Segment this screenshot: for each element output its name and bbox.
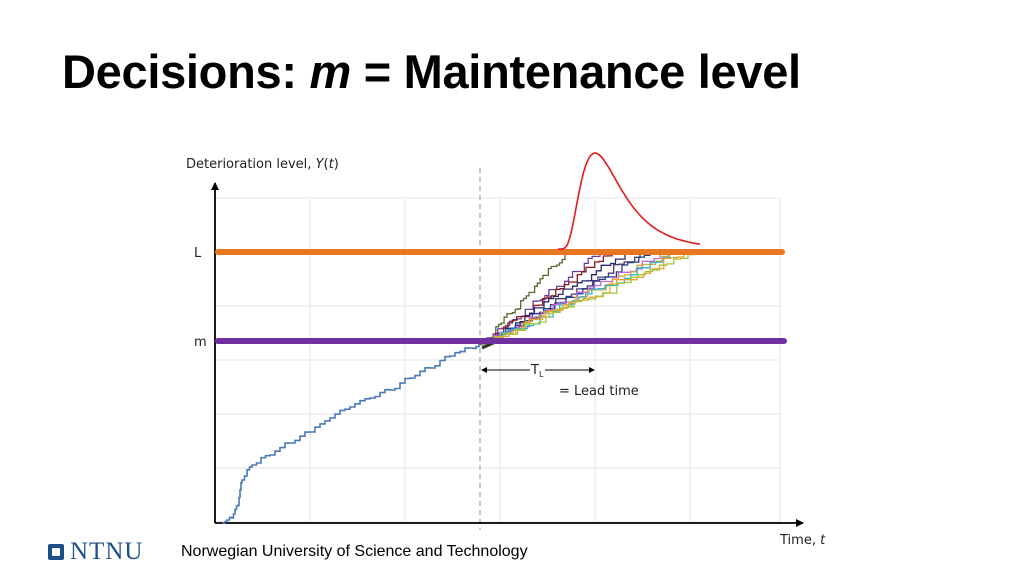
title-variable-m: m — [309, 45, 351, 98]
title-prefix: Decisions: — [62, 45, 310, 98]
grid — [214, 197, 781, 523]
ntnu-logo: NTNU — [48, 538, 143, 566]
forecast-path — [482, 253, 601, 346]
forecast-path — [482, 253, 613, 346]
lead-time-caption: = Lead time — [559, 384, 639, 399]
title-suffix: = Maintenance level — [350, 45, 801, 98]
forecast-path — [482, 253, 677, 346]
observed-deterioration-path — [222, 343, 483, 524]
forecast-path — [482, 253, 626, 346]
slide-title: Decisions: m = Maintenance level — [62, 44, 801, 99]
forecast-path — [482, 253, 696, 346]
forecast-path — [482, 253, 566, 346]
lead-time-symbol: TL — [530, 363, 544, 379]
forecast-path — [482, 253, 651, 346]
y-axis-label: Deterioration level, Y(t) — [186, 157, 339, 172]
ntnu-logo-icon — [48, 544, 64, 560]
failure-time-distribution-curve — [558, 152, 701, 250]
forecast-paths — [482, 253, 696, 346]
m-label: m — [194, 335, 207, 350]
ntnu-logo-text: NTNU — [70, 538, 144, 565]
forecast-path — [482, 253, 685, 346]
L-label: L — [194, 246, 202, 261]
x-axis-label: Time, t — [779, 533, 826, 548]
institution-name: Norwegian University of Science and Tech… — [181, 543, 528, 560]
